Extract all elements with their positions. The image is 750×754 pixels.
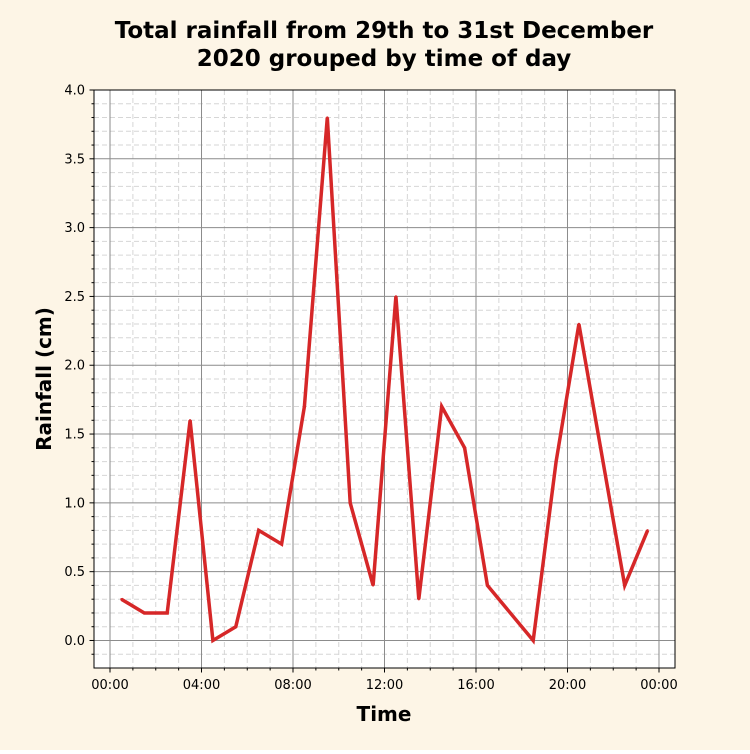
rainfall-data-point	[623, 584, 626, 587]
y-tick-label: 2.0	[64, 359, 85, 374]
rainfall-data-point	[120, 597, 123, 601]
chart-title-line-1: Total rainfall from 29th to 31st Decembe…	[115, 18, 654, 44]
x-tick-label: 20:00	[549, 678, 586, 693]
rainfall-data-point	[646, 529, 649, 532]
rainfall-data-point	[531, 639, 535, 642]
rainfall-series-line	[120, 117, 650, 645]
rainfall-data-point	[554, 460, 558, 463]
y-tick-label: 3.0	[64, 221, 85, 236]
x-tick-label: 12:00	[366, 678, 403, 693]
rainfall-data-point	[326, 116, 329, 119]
axis-ticks: 00:00 04:00 08:00 12:00 16:00 20:00 00:00 0.0 0.…	[64, 84, 677, 694]
y-tick-label: 4.0	[64, 84, 85, 99]
x-axis-label: Time	[357, 702, 412, 726]
x-tick-label: 16:00	[457, 678, 494, 693]
rainfall-data-point	[257, 529, 260, 532]
x-tick-label: 00:00	[91, 678, 128, 693]
rainfall-data-point	[348, 501, 352, 505]
chart-title-line-2: 2020 grouped by time of day	[197, 46, 572, 72]
series-layer	[120, 116, 650, 645]
y-tick-label: 1.0	[64, 496, 85, 511]
y-tick-label: 0.5	[64, 565, 85, 580]
x-tick-label: 08:00	[274, 678, 311, 693]
rainfall-data-point	[211, 639, 215, 642]
rainfall-data-point	[234, 625, 238, 628]
y-tick-label: 2.5	[64, 290, 85, 305]
rainfall-data-point	[440, 405, 443, 408]
rainfall-data-point	[143, 611, 146, 615]
rainfall-data-point	[463, 446, 466, 450]
y-tick-label: 3.5	[64, 152, 85, 167]
rainfall-data-point	[165, 611, 169, 615]
y-axis-label: Rainfall (cm)	[32, 307, 56, 451]
rainfall-data-point	[280, 542, 283, 546]
x-tick-label: 00:00	[640, 678, 677, 693]
rainfall-data-point	[394, 295, 398, 298]
rainfall-data-point	[303, 405, 306, 408]
y-tick-label: 0.0	[64, 634, 85, 649]
rainfall-data-point	[577, 322, 581, 326]
rainfall-data-point	[188, 419, 192, 422]
rainfall-data-point	[486, 584, 489, 587]
y-tick-label: 1.5	[64, 428, 85, 443]
x-tick-label: 04:00	[183, 678, 220, 693]
rainfall-data-point	[417, 597, 421, 601]
rainfall-data-point	[371, 584, 375, 587]
